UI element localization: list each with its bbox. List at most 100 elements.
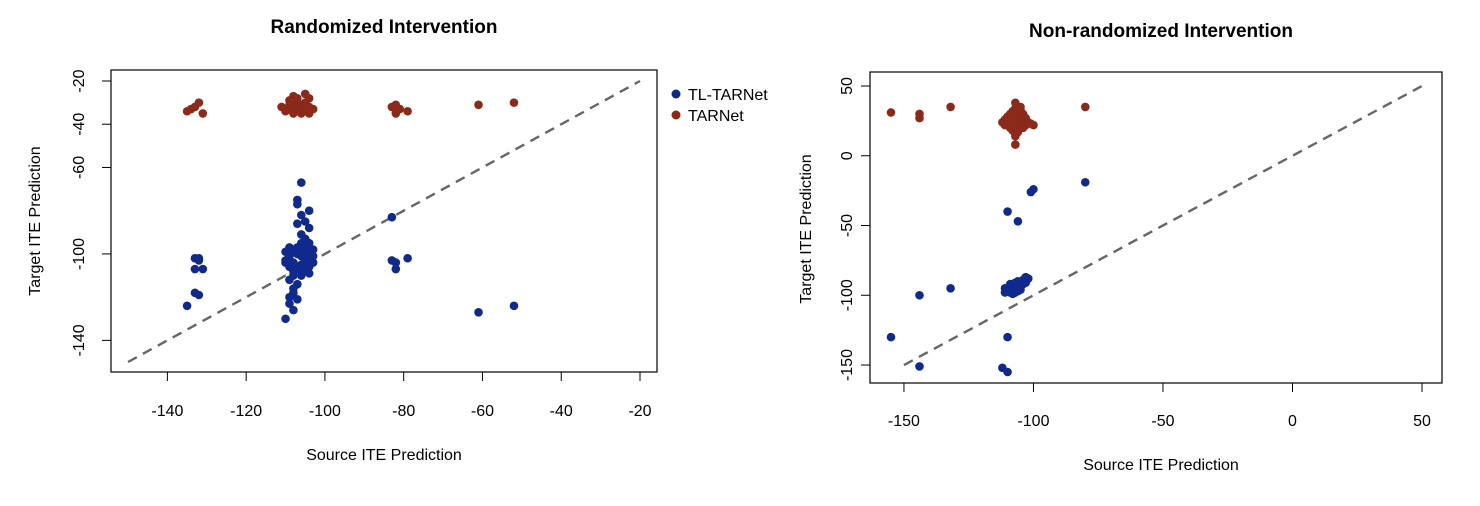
point-tl-tarnet [194, 253, 204, 263]
y-tick-label: -100 [71, 238, 88, 270]
point-tl-tarnet [293, 295, 302, 304]
point-tl-tarnet [1029, 184, 1038, 194]
point-tarnet [403, 106, 412, 116]
x-tick-label: 50 [1413, 413, 1431, 430]
point-tl-tarnet [289, 305, 298, 315]
point-tl-tarnet [293, 219, 302, 228]
point-tl-tarnet [474, 307, 483, 317]
legend-label-tarnet: TARNet [688, 108, 744, 125]
point-tarnet [915, 113, 924, 123]
point-tarnet [1011, 140, 1020, 149]
point-tl-tarnet [293, 199, 302, 209]
legend-marker-tarnet [671, 110, 681, 120]
y-tick-label: -60 [71, 156, 88, 179]
point-tarnet [281, 104, 290, 114]
reference-line-non-randomized [903, 84, 1423, 367]
y-tick-label: -150 [839, 349, 856, 381]
point-tarnet [1005, 123, 1015, 133]
y-axis-label-randomized: Target ITE Prediction [27, 146, 44, 295]
point-tarnet [293, 98, 302, 107]
point-tl-tarnet [296, 178, 306, 187]
point-tarnet [1016, 102, 1025, 112]
point-tl-tarnet [296, 271, 306, 280]
point-tl-tarnet [304, 223, 314, 233]
point-tarnet [300, 89, 310, 99]
point-tl-tarnet [190, 264, 200, 274]
point-tl-tarnet [285, 292, 294, 302]
y-tick-label: 0 [839, 151, 856, 160]
point-tl-tarnet [304, 269, 314, 278]
point-tl-tarnet [886, 332, 896, 342]
x-tick-label: -140 [151, 403, 183, 420]
point-tarnet [194, 98, 204, 107]
point-tarnet [474, 100, 483, 110]
point-tarnet [509, 98, 519, 107]
legend-marker-tl-tarnet [671, 89, 681, 99]
point-tl-tarnet [304, 206, 314, 215]
point-tl-tarnet [1021, 272, 1030, 282]
point-tl-tarnet [1003, 207, 1012, 216]
reference-line-randomized [127, 79, 641, 364]
point-tl-tarnet [391, 258, 401, 267]
point-tarnet [391, 109, 401, 118]
x-tick-label: -100 [309, 403, 341, 420]
y-tick-label: -20 [71, 69, 88, 92]
point-tarnet [1029, 120, 1038, 130]
point-tl-tarnet [1000, 288, 1010, 297]
point-tl-tarnet [304, 262, 314, 272]
point-tl-tarnet [946, 283, 955, 293]
points-randomized [182, 89, 519, 324]
point-tl-tarnet [1013, 217, 1023, 226]
point-tl-tarnet [915, 290, 924, 300]
panel-randomized: Randomized Intervention -140 -120 -100 -80-… [27, 17, 658, 464]
point-tl-tarnet [915, 362, 924, 371]
point-tl-tarnet [285, 275, 294, 285]
x-tick-label: -50 [1151, 413, 1174, 430]
y-tick-label: 50 [839, 77, 856, 95]
point-tarnet [289, 109, 298, 118]
point-tl-tarnet [182, 301, 192, 311]
x-tick-label: -150 [888, 413, 920, 430]
point-tl-tarnet [296, 210, 306, 220]
x-tick-label: -100 [1017, 413, 1049, 430]
chart-title-randomized: Randomized Intervention [271, 17, 498, 38]
point-tl-tarnet [308, 251, 318, 261]
point-tarnet [886, 108, 896, 117]
point-tl-tarnet [289, 266, 298, 276]
point-tl-tarnet [285, 299, 294, 308]
point-tarnet [1080, 102, 1090, 112]
x-axis-randomized: -140 -120 -100 -80 -60 -40 -20 [151, 371, 652, 420]
point-tarnet [308, 104, 318, 114]
legend: TL-TARNet TARNet [671, 87, 768, 125]
point-tl-tarnet [300, 247, 310, 257]
point-tl-tarnet [308, 245, 318, 254]
point-tl-tarnet [509, 301, 519, 311]
point-tl-tarnet [198, 264, 208, 274]
point-tarnet [186, 104, 196, 114]
point-tarnet [1018, 123, 1028, 133]
point-tl-tarnet [1003, 332, 1012, 342]
legend-label-tl-tarnet: TL-TARNet [688, 87, 768, 104]
point-tarnet [1003, 115, 1012, 124]
point-tl-tarnet [194, 290, 204, 300]
y-axis-label-non-randomized: Target ITE Prediction [798, 154, 815, 303]
point-tl-tarnet [1003, 367, 1012, 377]
point-tl-tarnet [281, 247, 290, 257]
point-tl-tarnet [296, 230, 306, 239]
x-axis-non-randomized: -150 -100 -50 0 50 [888, 382, 1431, 430]
x-tick-label: 0 [1288, 413, 1297, 430]
point-tarnet [285, 96, 294, 105]
point-tl-tarnet [391, 264, 401, 274]
point-tarnet [296, 109, 306, 118]
point-tl-tarnet [387, 212, 397, 222]
point-tl-tarnet [1080, 177, 1090, 187]
x-tick-label: -80 [392, 403, 415, 420]
point-tl-tarnet [300, 217, 310, 226]
point-tarnet [946, 102, 955, 112]
y-tick-label: -100 [839, 279, 856, 311]
point-tarnet [198, 109, 208, 118]
point-tl-tarnet [281, 314, 290, 324]
x-tick-label: -20 [628, 403, 651, 420]
